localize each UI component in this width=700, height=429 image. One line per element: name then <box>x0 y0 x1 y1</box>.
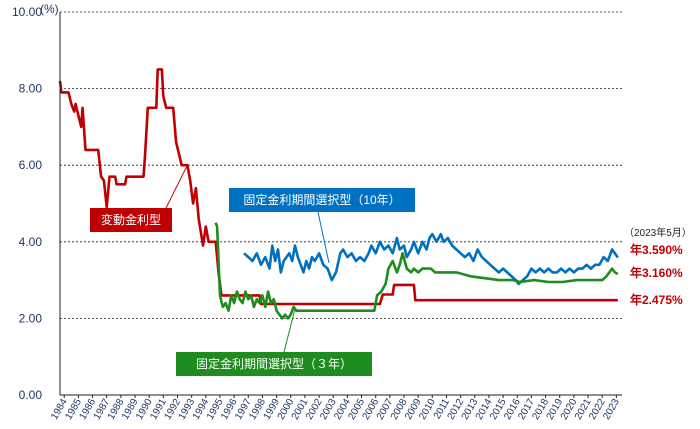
y-tick-label: 2.00 <box>19 311 43 325</box>
series-line-2 <box>214 222 619 320</box>
legend-label: 固定金利期間選択型（３年） <box>196 356 352 371</box>
end-value-labels: 年3.590% 年3.160% 年2.475% <box>630 242 683 307</box>
legend-box <box>90 208 172 232</box>
legend-leader-line <box>283 308 296 353</box>
date-annotation: （2023年5月） <box>624 226 692 239</box>
legend-label: 固定金利期間選択型（10年） <box>243 192 400 207</box>
y-tick-label: 10.00 <box>12 5 42 19</box>
grid-lines <box>60 11 622 396</box>
y-tick-label: 8.00 <box>19 82 43 96</box>
y-tick-label: 4.00 <box>19 235 43 249</box>
series-legend-boxes: 変動金利型 固定金利期間選択型（10年） 固定金利期間選択型（３年） <box>90 164 415 376</box>
legend-box <box>229 188 415 212</box>
legend-box <box>176 352 372 376</box>
y-tick-label: 0.00 <box>19 388 43 402</box>
y-tick-label: 6.00 <box>19 158 43 172</box>
legend-label: 変動金利型 <box>101 212 161 227</box>
x-tick-labels: 1984198519861987198819891990199119921993… <box>49 395 622 422</box>
series-line-0 <box>58 68 618 306</box>
y-tick-labels: 0.00 2.00 4.00 6.00 8.00 10.00 <box>12 5 42 402</box>
series-line-1 <box>243 232 619 286</box>
legend-leader-line <box>164 164 188 211</box>
y-unit-label: (%) <box>40 2 59 16</box>
end-value-label: 年3.160% <box>630 265 683 280</box>
legend-leader-line <box>317 211 330 263</box>
series-lines <box>58 68 619 320</box>
x-tick-label: 2023 <box>601 397 622 422</box>
end-value-label: 年3.590% <box>630 242 683 257</box>
end-value-label: 年2.475% <box>630 292 683 307</box>
